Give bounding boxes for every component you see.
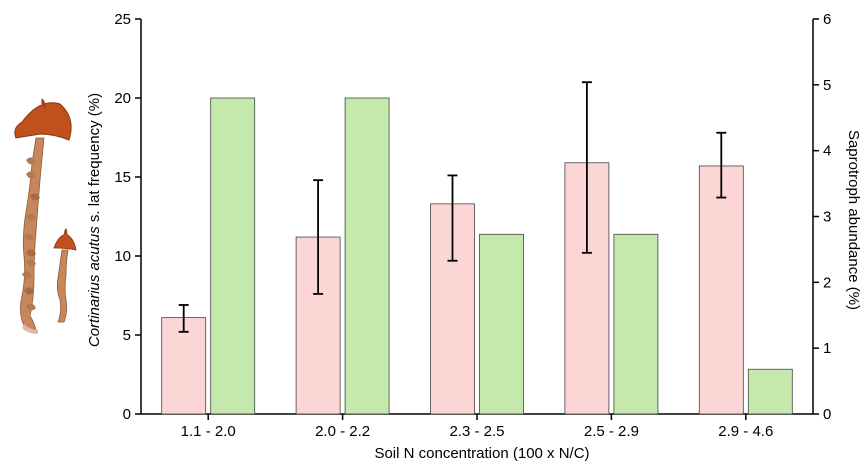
bar-series-1 <box>747 368 793 415</box>
right-y-axis-title: Saprotroph abundance (%) <box>845 130 862 310</box>
left-y-axis-title-italic: Cortinarius acutus <box>86 226 103 347</box>
left-y-axis-title: Cortinarius acutus s. lat frequency (%) <box>86 93 103 347</box>
x-tick-label: 2.9 - 4.6 <box>718 423 773 440</box>
left-y-tick-label: 15 <box>114 169 131 186</box>
bar-series-1 <box>479 233 524 415</box>
right-y-tick-label: 0 <box>823 406 831 423</box>
left-y-tick-label: 0 <box>123 406 131 423</box>
bar-series-0 <box>698 165 744 415</box>
right-y-tick-label: 6 <box>823 11 831 28</box>
left-y-tick-label: 10 <box>114 248 131 265</box>
left-y-tick-label: 5 <box>123 327 131 344</box>
left-y-axis-title-rest: s. lat frequency (%) <box>86 93 103 226</box>
x-tick-label: 2.0 - 2.2 <box>315 423 370 440</box>
bar-series-1 <box>344 97 390 415</box>
bar-series-1 <box>210 97 256 415</box>
mushroom-illustration <box>14 98 77 334</box>
right-y-tick-label: 1 <box>823 340 831 357</box>
x-tick-label: 2.3 - 2.5 <box>449 423 504 440</box>
bar-series-1 <box>613 233 659 415</box>
right-y-tick-label: 3 <box>823 209 831 226</box>
right-y-tick-label: 5 <box>823 77 831 94</box>
x-tick-label: 1.1 - 2.0 <box>181 423 236 440</box>
right-y-tick-label: 4 <box>823 143 831 160</box>
x-axis-title: Soil N concentration (100 x N/C) <box>374 445 589 462</box>
right-y-tick-label: 2 <box>823 274 831 291</box>
left-y-tick-label: 20 <box>114 90 131 107</box>
left-y-tick-label: 25 <box>114 11 131 28</box>
x-tick-label: 2.5 - 2.9 <box>584 423 639 440</box>
bar-series-0 <box>161 317 207 415</box>
